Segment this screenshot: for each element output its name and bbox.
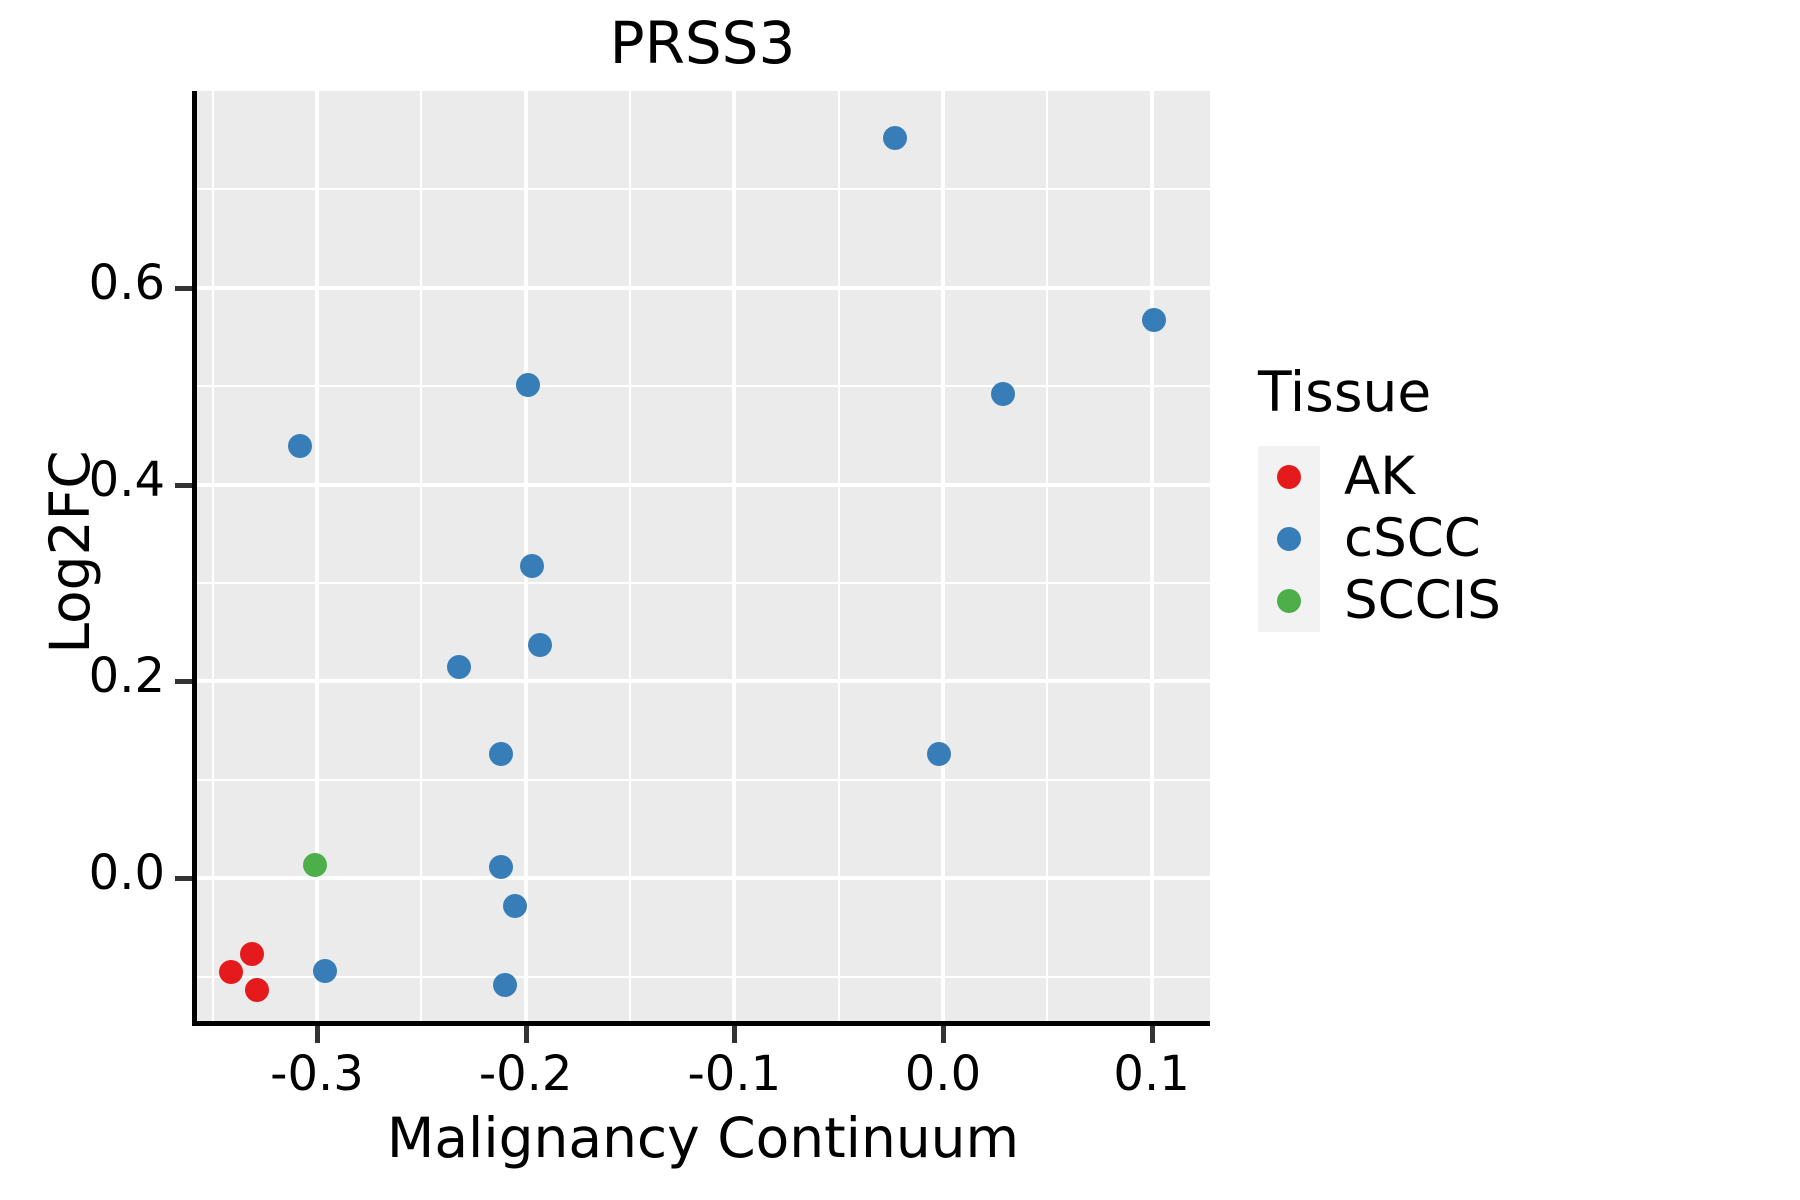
x-tick-label: 0.1 <box>1113 1046 1190 1102</box>
data-point <box>1141 308 1166 333</box>
x-tick-label: -0.3 <box>270 1046 364 1102</box>
gridline <box>732 91 737 1021</box>
data-point <box>515 373 540 398</box>
data-point <box>240 942 265 967</box>
data-point <box>882 126 907 151</box>
legend-key-swatch <box>1258 570 1320 632</box>
y-tick-label: 0.0 <box>88 845 165 902</box>
page-title: PRSS3 <box>609 9 796 77</box>
gridline <box>1149 91 1154 1021</box>
data-point <box>219 959 244 984</box>
gridline <box>196 975 1210 978</box>
x-tick-label: 0.0 <box>904 1046 982 1102</box>
data-point <box>503 893 528 918</box>
x-tick-mark <box>732 1026 738 1043</box>
gridline <box>196 188 1210 191</box>
legend: Tissue AK cSCC SCCIS <box>1258 360 1501 632</box>
gridline <box>628 91 631 1021</box>
y-tick-mark <box>175 482 192 488</box>
gridline <box>315 91 319 1021</box>
y-tick-label: 0.4 <box>88 451 165 508</box>
data-point <box>528 633 553 658</box>
legend-entries: AK cSCC SCCIS <box>1258 446 1501 632</box>
legend-dot-icon <box>1277 527 1301 551</box>
y-tick-mark <box>175 285 192 291</box>
gridline <box>196 482 1210 487</box>
legend-dot-icon <box>1277 589 1301 613</box>
data-point <box>492 972 517 997</box>
legend-key-swatch <box>1258 508 1320 570</box>
y-tick-label: 0.2 <box>88 648 165 705</box>
x-tick-mark <box>315 1026 320 1043</box>
gridline <box>196 385 1210 388</box>
gridline <box>940 91 945 1021</box>
x-tick-label: -0.2 <box>478 1046 573 1102</box>
legend-entry-sccis[interactable]: SCCIS <box>1258 570 1501 632</box>
x-axis-line <box>192 1021 1210 1026</box>
legend-key-swatch <box>1258 446 1320 508</box>
data-point <box>991 382 1016 407</box>
legend-label: AK <box>1344 446 1416 507</box>
gridline <box>196 679 1210 684</box>
gridline <box>196 285 1210 290</box>
y-axis-line <box>192 91 197 1021</box>
x-tick-mark <box>940 1026 946 1043</box>
gridline <box>1046 91 1049 1021</box>
data-point <box>926 742 951 767</box>
y-tick-mark <box>175 679 192 685</box>
data-point <box>446 654 471 679</box>
legend-dot-icon <box>1277 465 1301 489</box>
gridline <box>420 91 423 1021</box>
legend-entry-ak[interactable]: AK <box>1258 446 1501 508</box>
data-point <box>488 855 513 880</box>
data-point <box>488 742 513 767</box>
y-axis-title: Log2FC <box>38 450 102 654</box>
gridline <box>211 91 214 1021</box>
data-point <box>313 958 338 983</box>
gridline <box>196 582 1210 585</box>
data-point <box>244 978 269 1003</box>
gridline <box>196 778 1210 781</box>
data-point <box>302 852 327 877</box>
x-tick-mark <box>1149 1026 1155 1043</box>
gridline <box>837 91 840 1021</box>
legend-title: Tissue <box>1258 360 1432 424</box>
data-point <box>519 554 544 579</box>
legend-entry-cscc[interactable]: cSCC <box>1258 508 1501 570</box>
gridline <box>196 876 1210 881</box>
plot-panel <box>196 91 1210 1021</box>
data-point <box>288 434 313 459</box>
y-tick-mark <box>175 876 192 882</box>
legend-label: SCCIS <box>1344 570 1501 631</box>
y-tick-label: 0.6 <box>88 254 165 311</box>
x-tick-mark <box>523 1026 529 1043</box>
x-axis-title: Malignancy Continuum <box>386 1106 1020 1170</box>
x-tick-label: -0.1 <box>687 1046 782 1102</box>
legend-label: cSCC <box>1344 508 1481 569</box>
